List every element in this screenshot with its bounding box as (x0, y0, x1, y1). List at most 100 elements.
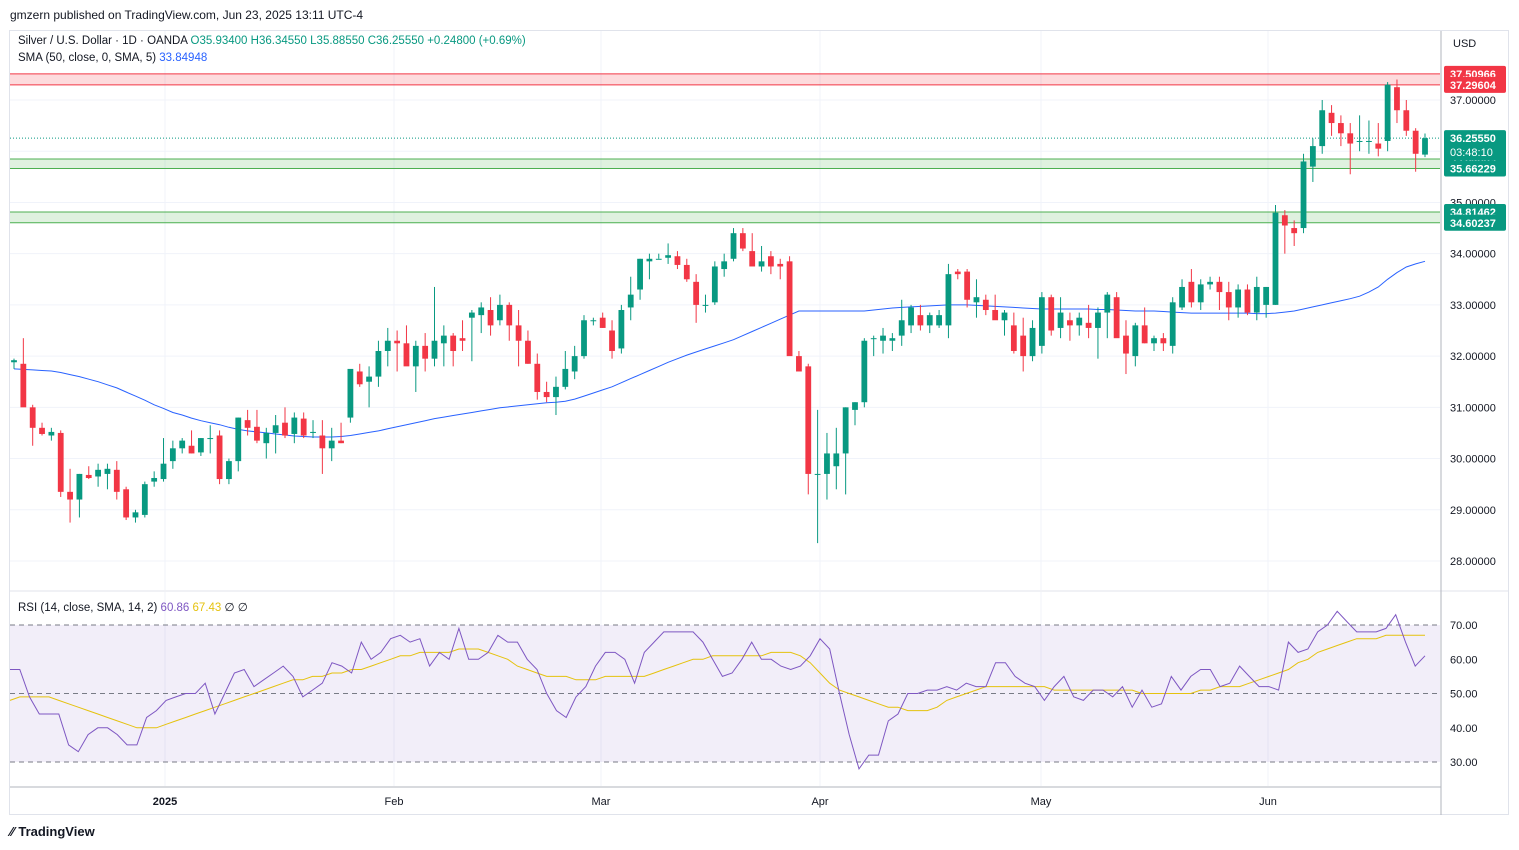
candle-body[interactable] (917, 315, 924, 326)
candle-body[interactable] (1394, 87, 1400, 111)
candle-body[interactable] (842, 407, 849, 454)
candle-body[interactable] (1281, 215, 1288, 226)
candle-body[interactable] (291, 417, 298, 434)
candle-body[interactable] (151, 478, 158, 482)
candle-body[interactable] (366, 376, 372, 382)
candle-body[interactable] (29, 407, 36, 428)
candle-body[interactable] (113, 469, 120, 492)
candle-body[interactable] (1235, 289, 1242, 308)
candle-body[interactable] (188, 445, 195, 454)
candle-body[interactable] (534, 363, 541, 392)
candle-body[interactable] (422, 345, 429, 359)
candle-body[interactable] (244, 420, 251, 428)
candle-body[interactable] (1356, 140, 1363, 142)
rsi-ma-line[interactable] (9, 634, 1425, 729)
candle-body[interactable] (1057, 312, 1064, 328)
candle-body[interactable] (1104, 294, 1111, 313)
candle-body[interactable] (282, 422, 288, 436)
candle-body[interactable] (310, 431, 316, 433)
candle-body[interactable] (637, 258, 643, 290)
candle-body[interactable] (1038, 297, 1045, 346)
candle-body[interactable] (160, 463, 167, 480)
candle-body[interactable] (796, 356, 802, 372)
candle-body[interactable] (581, 320, 587, 357)
candle-body[interactable] (226, 461, 232, 480)
candle-body[interactable] (590, 320, 597, 322)
support-zone[interactable] (10, 158, 1440, 169)
candle-body[interactable] (1113, 297, 1120, 339)
candle-body[interactable] (1309, 146, 1316, 167)
candle-body[interactable] (1141, 325, 1148, 344)
candle-body[interactable] (1244, 289, 1251, 313)
candle-body[interactable] (992, 310, 999, 321)
candle-body[interactable] (1366, 140, 1372, 142)
candle-body[interactable] (478, 307, 485, 316)
candle-body[interactable] (571, 356, 578, 372)
sma-line[interactable] (13, 260, 1426, 438)
candle-body[interactable] (95, 469, 101, 477)
candle-body[interactable] (123, 489, 130, 518)
candle-body[interactable] (1197, 284, 1204, 303)
candle-body[interactable] (599, 317, 606, 328)
candle-body[interactable] (272, 425, 279, 433)
candle-body[interactable] (936, 315, 942, 326)
candle-body[interactable] (973, 297, 980, 303)
candle-body[interactable] (1207, 281, 1213, 285)
candle-body[interactable] (954, 271, 961, 275)
candle-body[interactable] (926, 315, 933, 326)
candle-body[interactable] (412, 345, 419, 367)
candle-body[interactable] (67, 491, 73, 500)
candle-body[interactable] (861, 340, 868, 403)
candle-body[interactable] (683, 264, 690, 280)
candle-body[interactable] (338, 440, 344, 444)
candle-body[interactable] (1328, 112, 1335, 124)
candle-body[interactable] (263, 432, 270, 444)
candle-body[interactable] (104, 468, 111, 474)
candle-body[interactable] (1029, 327, 1036, 357)
candle-body[interactable] (1123, 335, 1129, 354)
candle-body[interactable] (235, 417, 242, 462)
candle-body[interactable] (319, 435, 326, 449)
candle-body[interactable] (141, 484, 148, 515)
candle-body[interactable] (1403, 110, 1410, 131)
candle-body[interactable] (1151, 338, 1157, 344)
candle-body[interactable] (1216, 281, 1223, 293)
candle-body[interactable] (758, 261, 765, 267)
candle-body[interactable] (497, 304, 503, 321)
candle-body[interactable] (1253, 286, 1260, 313)
candle-body[interactable] (1095, 312, 1101, 328)
candle-body[interactable] (880, 335, 886, 341)
candle-body[interactable] (525, 340, 531, 364)
candle-body[interactable] (814, 473, 821, 475)
candle-body[interactable] (1067, 320, 1073, 326)
candle-body[interactable] (197, 438, 204, 453)
candle-body[interactable] (749, 251, 756, 267)
candle-body[interactable] (646, 258, 653, 262)
candle-body[interactable] (254, 426, 260, 441)
rsi-line[interactable] (10, 610, 1426, 771)
candle-body[interactable] (11, 360, 17, 363)
candle-body[interactable] (1169, 302, 1176, 346)
candle-body[interactable] (394, 340, 401, 344)
candle-body[interactable] (468, 312, 475, 318)
candle-body[interactable] (553, 386, 559, 398)
candle-body[interactable] (1179, 286, 1185, 308)
candle-body[interactable] (1338, 123, 1344, 134)
candle-body[interactable] (48, 431, 55, 436)
candle-body[interactable] (1010, 325, 1017, 351)
candle-body[interactable] (908, 307, 914, 326)
candle-body[interactable] (1300, 161, 1307, 229)
candle-body[interactable] (543, 391, 550, 398)
candle-body[interactable] (562, 368, 569, 387)
candle-body[interactable] (609, 330, 615, 351)
candle-body[interactable] (945, 274, 952, 326)
sma-legend[interactable]: SMA (50, close, 0, SMA, 5) 33.84948 (18, 52, 207, 64)
candle-body[interactable] (721, 261, 728, 270)
candle-body[interactable] (57, 432, 64, 492)
candle-body[interactable] (824, 453, 830, 474)
candle-body[interactable] (711, 266, 718, 303)
candle-body[interactable] (1263, 286, 1270, 305)
candle-body[interactable] (1048, 297, 1055, 331)
resistance-zone[interactable] (10, 73, 1440, 85)
candle-body[interactable] (702, 304, 709, 306)
